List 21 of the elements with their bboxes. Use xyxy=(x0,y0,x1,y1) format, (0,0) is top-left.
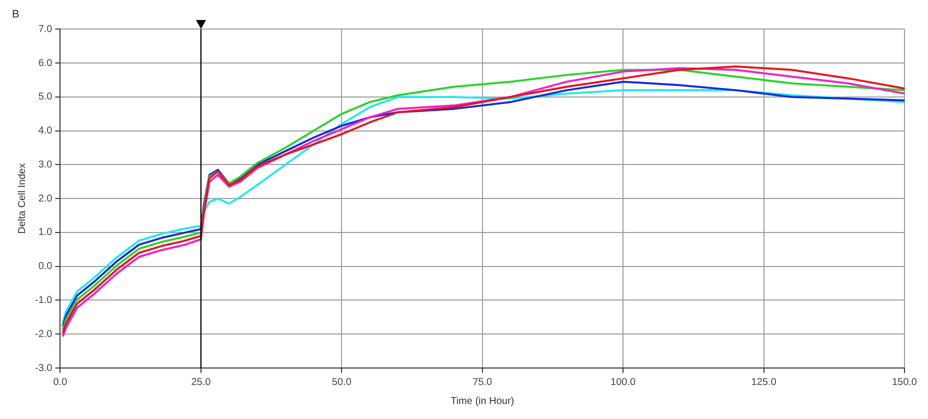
x-tick-label: 125.0 xyxy=(751,376,777,388)
x-tick-label: 50.0 xyxy=(332,376,352,388)
y-axis-title: Delta Cell Index xyxy=(16,163,28,234)
chart-title: B xyxy=(12,8,20,21)
y-tick-label: 2.0 xyxy=(38,193,53,204)
x-tick-label: 75.0 xyxy=(472,376,493,388)
y-tick-label: 6.0 xyxy=(38,58,53,69)
y-tick-label: 3.0 xyxy=(38,159,53,170)
y-tick-label: -3.0 xyxy=(34,362,53,374)
x-tick-label: 100.0 xyxy=(610,376,636,388)
y-tick-label: -1.0 xyxy=(34,294,53,306)
y-tick-label: 7.0 xyxy=(38,24,53,35)
x-tick-label: 0.0 xyxy=(53,376,68,388)
x-tick-label: 25.0 xyxy=(191,376,212,388)
y-tick-label: -2.0 xyxy=(34,328,53,340)
y-tick-label: 1.0 xyxy=(38,227,53,238)
y-tick-label: 5.0 xyxy=(38,92,53,103)
x-tick-label: 150.0 xyxy=(892,376,918,388)
y-tick-label: 0.0 xyxy=(38,261,53,272)
y-tick-label: 4.0 xyxy=(38,126,53,137)
x-axis-title: Time (in Hour) xyxy=(450,396,514,407)
